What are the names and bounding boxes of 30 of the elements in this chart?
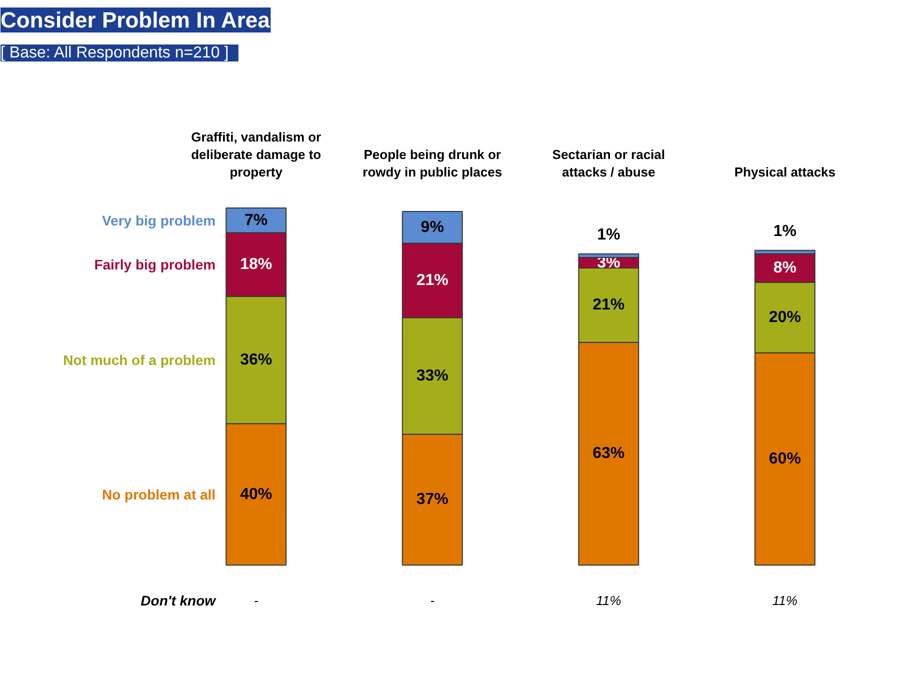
- data-label: 36%: [240, 352, 272, 368]
- data-label: 21%: [592, 296, 625, 314]
- data-label: 40%: [240, 486, 272, 503]
- x-tick-label: People being drunk or rowdy in public places: [362, 146, 502, 180]
- data-label: 60%: [768, 450, 801, 468]
- chart-title: Consider Problem In Area: [0, 8, 271, 32]
- text: 11%: [772, 592, 798, 608]
- x-tick-label: Sectarian or racial attacks / abuse: [552, 146, 666, 180]
- data-label: 18%: [240, 256, 272, 274]
- x-tick-label: Physical attacks: [734, 164, 836, 180]
- series-label: Not much of a problem: [63, 352, 216, 368]
- series-label: Fairly big problem: [94, 256, 216, 273]
- data-label: 8%: [773, 260, 796, 277]
- text: -: [430, 592, 436, 608]
- data-label: 37%: [416, 491, 448, 508]
- series-label: No problem at all: [102, 486, 216, 502]
- data-label: 21%: [416, 272, 448, 289]
- data-label: 63%: [592, 445, 625, 462]
- data-label: 20%: [768, 309, 801, 326]
- series-label: Very big problem: [102, 212, 216, 228]
- x-tick-label: Graffiti, vandalism or deliberate damage to property: [191, 129, 322, 180]
- chart-subtitle: [ Base: All Respondents n=210 ]: [0, 44, 229, 62]
- data-label: 9%: [420, 218, 444, 236]
- text: -: [254, 592, 259, 608]
- data-label: 33%: [416, 367, 448, 384]
- data-label: 7%: [244, 212, 268, 229]
- data-label: 1%: [773, 222, 796, 240]
- text: 11%: [596, 592, 622, 608]
- text: Don't know: [140, 592, 217, 608]
- data-label: 1%: [597, 226, 620, 244]
